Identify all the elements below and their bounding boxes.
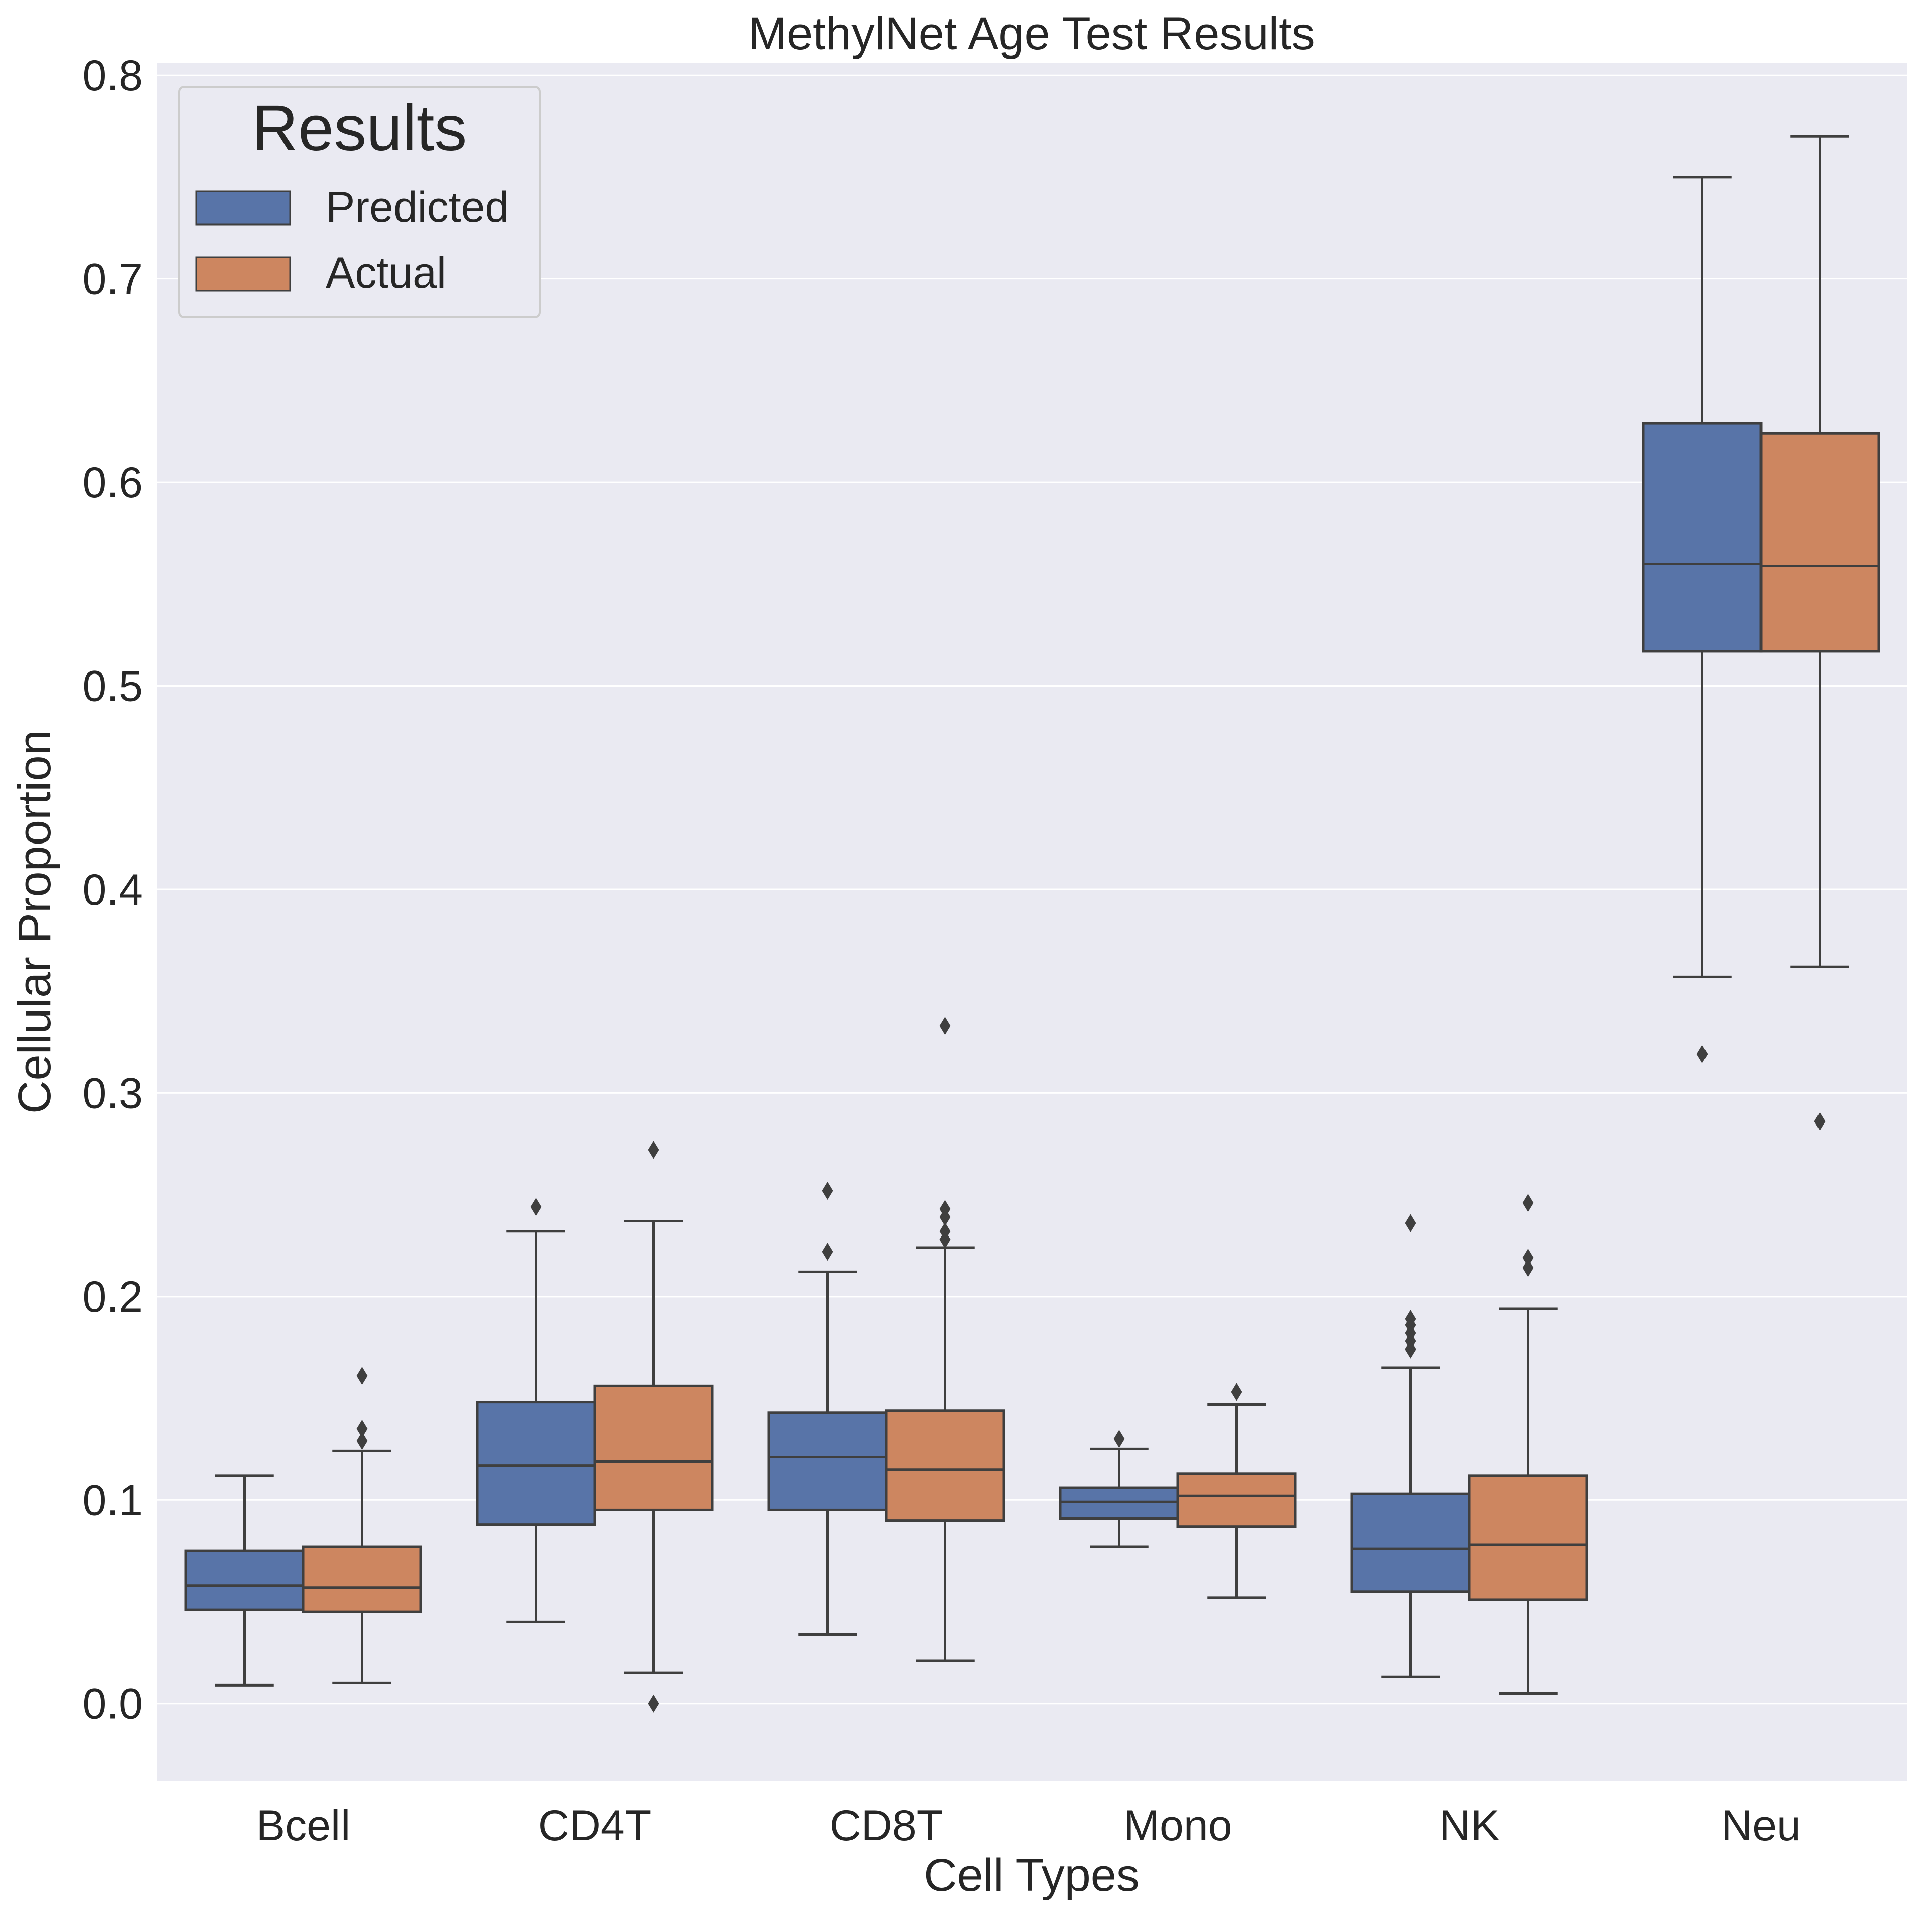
iqr-box (885, 1409, 1005, 1522)
iqr-box (476, 1401, 596, 1526)
y-tick-label: 0.5 (82, 662, 143, 711)
gridlines (157, 74, 1907, 1705)
x-axis-label: Cell Types (924, 1849, 1140, 1901)
outlier-point (1814, 1112, 1826, 1131)
legend-swatch-actual (195, 256, 291, 292)
box-actual-bcell (302, 1367, 422, 1684)
box-actual-cd8t (885, 1017, 1005, 1662)
legend-label-actual: Actual (326, 249, 446, 297)
iqr-box (1176, 1472, 1297, 1528)
iqr-box (302, 1545, 422, 1613)
chart-title: MethylNet Age Test Results (748, 8, 1315, 60)
outlier-point (1405, 1214, 1416, 1232)
y-tick-label: 0.8 (82, 51, 143, 100)
outlier-point (1113, 1430, 1125, 1448)
y-tick-label: 0.7 (82, 255, 143, 304)
outlier-point (1405, 1310, 1416, 1328)
legend-title: Results (252, 92, 467, 164)
outlier-point (939, 1017, 951, 1035)
legend-swatch-predicted (195, 190, 291, 226)
x-tick-label: CD4T (538, 1802, 652, 1850)
y-tick-label: 0.4 (82, 866, 143, 914)
outlier-point (1522, 1194, 1534, 1212)
x-tick-labels: Bcell CD4T CD8T Mono NK Neu (256, 1802, 1801, 1850)
outlier-point (1231, 1383, 1242, 1401)
iqr-box (1350, 1492, 1471, 1593)
legend: Results Predicted Actual (178, 86, 541, 318)
outlier-point (1522, 1259, 1534, 1277)
box-predicted-cd4t (476, 1198, 596, 1623)
box-predicted-neu (1642, 176, 1763, 1063)
x-tick-label: NK (1439, 1802, 1499, 1850)
outlier-point (356, 1432, 368, 1450)
y-axis-label: Cellular Proportion (9, 729, 61, 1114)
iqr-box (593, 1384, 714, 1511)
outlier-point (939, 1200, 951, 1218)
outlier-point (939, 1222, 951, 1241)
outlier-point (356, 1367, 368, 1385)
x-tick-label: Bcell (256, 1802, 350, 1850)
outlier-point (822, 1243, 833, 1261)
x-tick-label: Mono (1123, 1802, 1232, 1850)
iqr-box (767, 1411, 888, 1511)
y-tick-label: 0.3 (82, 1069, 143, 1117)
outlier-point (530, 1198, 542, 1216)
box-actual-neu (1759, 135, 1880, 1131)
outlier-point (356, 1420, 368, 1438)
outlier-point (822, 1182, 833, 1200)
legend-label-predicted: Predicted (326, 183, 509, 232)
y-tick-labels: 0.0 0.1 0.2 0.3 0.4 0.5 0.6 0.7 0.8 (82, 51, 143, 1728)
box-predicted-cd8t (767, 1182, 888, 1636)
outlier-point (1696, 1045, 1708, 1063)
boxes (184, 135, 1880, 1713)
box-actual-nk (1468, 1194, 1588, 1695)
box-actual-cd4t (593, 1141, 714, 1713)
iqr-box (1642, 422, 1763, 653)
y-tick-label: 0.6 (82, 459, 143, 507)
box-predicted-bcell (184, 1474, 305, 1687)
plot-area (157, 63, 1907, 1781)
outlier-point (1522, 1249, 1534, 1267)
x-tick-label: CD8T (830, 1802, 943, 1850)
iqr-box (1759, 432, 1880, 653)
box-actual-mono (1176, 1383, 1297, 1599)
box-predicted-nk (1350, 1214, 1471, 1678)
y-tick-label: 0.1 (82, 1476, 143, 1525)
outlier-point (648, 1141, 659, 1159)
iqr-box (1468, 1474, 1588, 1601)
y-tick-label: 0.2 (82, 1273, 143, 1321)
y-tick-label: 0.0 (82, 1680, 143, 1728)
outlier-point (648, 1694, 659, 1713)
x-tick-label: Neu (1721, 1802, 1801, 1850)
iqr-box (184, 1549, 305, 1611)
